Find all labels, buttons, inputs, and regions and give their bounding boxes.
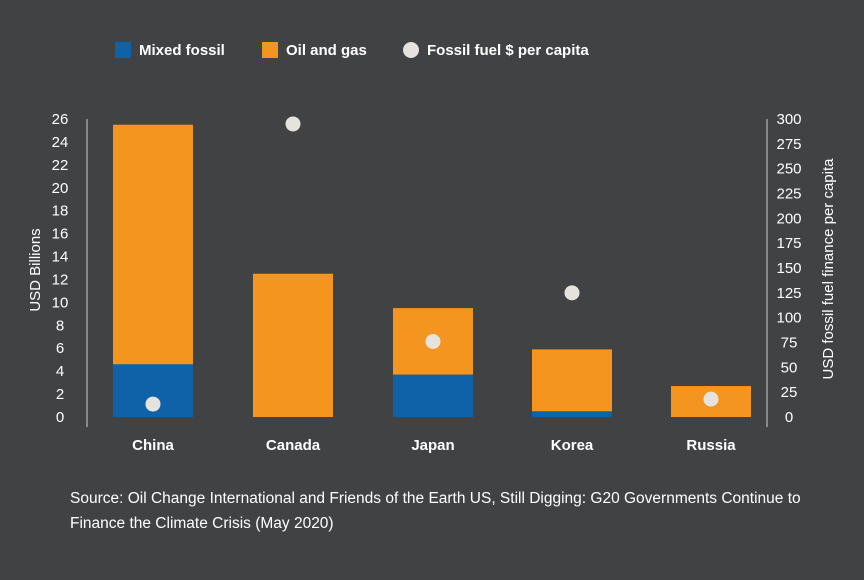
y-tick-label: 2 bbox=[56, 386, 64, 403]
dots bbox=[145, 116, 719, 412]
y-tick-label: 0 bbox=[56, 409, 64, 426]
y-tick-label: 14 bbox=[52, 249, 69, 266]
y-tick-label: 16 bbox=[52, 226, 69, 243]
y2-tick-label: 150 bbox=[776, 260, 801, 277]
legend: Mixed fossil Oil and gas Fossil fuel $ per… bbox=[115, 42, 589, 59]
y-axis-title: USD Billions bbox=[27, 228, 44, 311]
per-capita-dot-russia bbox=[703, 391, 719, 407]
y2-axis-title: USD fossil fuel finance per capita bbox=[820, 158, 837, 380]
per-capita-dot-canada bbox=[285, 116, 301, 132]
y2-tick-label: 125 bbox=[776, 285, 801, 302]
y2-tick-label: 225 bbox=[776, 186, 801, 203]
legend-label: Fossil fuel $ per capita bbox=[427, 42, 589, 59]
y-tick-label: 26 bbox=[52, 111, 69, 128]
y2-tick-label: 100 bbox=[776, 310, 801, 327]
y-tick-label: 6 bbox=[56, 340, 64, 357]
per-capita-dot-korea bbox=[564, 285, 580, 301]
y2-tick-label: 200 bbox=[776, 210, 801, 227]
y2-tick-label: 275 bbox=[776, 136, 801, 153]
y-tick-label: 12 bbox=[52, 271, 69, 288]
legend-swatch bbox=[262, 42, 278, 58]
y-tick-label: 24 bbox=[52, 134, 69, 151]
per-capita-dot-japan bbox=[425, 334, 441, 350]
x-tick-label: Canada bbox=[266, 437, 321, 454]
legend-swatch bbox=[115, 42, 131, 58]
y2-tick-label: 300 bbox=[776, 111, 801, 128]
y-tick-label: 8 bbox=[56, 317, 64, 334]
per-capita-dot-china bbox=[145, 396, 161, 412]
bar-oil-and-gas-canada bbox=[253, 273, 333, 417]
y2-tick-label: 175 bbox=[776, 235, 801, 252]
bar-mixed-fossil-korea bbox=[532, 411, 612, 417]
x-tick-label: China bbox=[132, 437, 174, 454]
y2-tick-label: 250 bbox=[776, 161, 801, 178]
bar-mixed-fossil-japan bbox=[393, 374, 473, 417]
y2-tick-label: 0 bbox=[785, 409, 793, 426]
source-note: Source: Oil Change International and Fri… bbox=[70, 490, 801, 532]
axes: 0246810121416182022242602550751001251501… bbox=[52, 111, 802, 454]
x-tick-label: Russia bbox=[686, 437, 736, 454]
bars bbox=[113, 124, 751, 417]
legend-label: Mixed fossil bbox=[139, 42, 225, 59]
legend-label: Oil and gas bbox=[286, 42, 367, 59]
y-tick-label: 18 bbox=[52, 203, 69, 220]
y2-tick-label: 25 bbox=[781, 384, 798, 401]
y-tick-label: 10 bbox=[52, 294, 69, 311]
y-tick-label: 20 bbox=[52, 180, 69, 197]
x-tick-label: Japan bbox=[411, 437, 454, 454]
bar-oil-and-gas-china bbox=[113, 124, 193, 365]
y-tick-label: 22 bbox=[52, 157, 69, 174]
bar-oil-and-gas-korea bbox=[532, 349, 612, 412]
legend-marker-dot bbox=[403, 42, 419, 58]
x-tick-label: Korea bbox=[551, 437, 594, 454]
y2-tick-label: 50 bbox=[781, 359, 798, 376]
y-tick-label: 4 bbox=[56, 363, 64, 380]
y2-tick-label: 75 bbox=[781, 335, 798, 352]
